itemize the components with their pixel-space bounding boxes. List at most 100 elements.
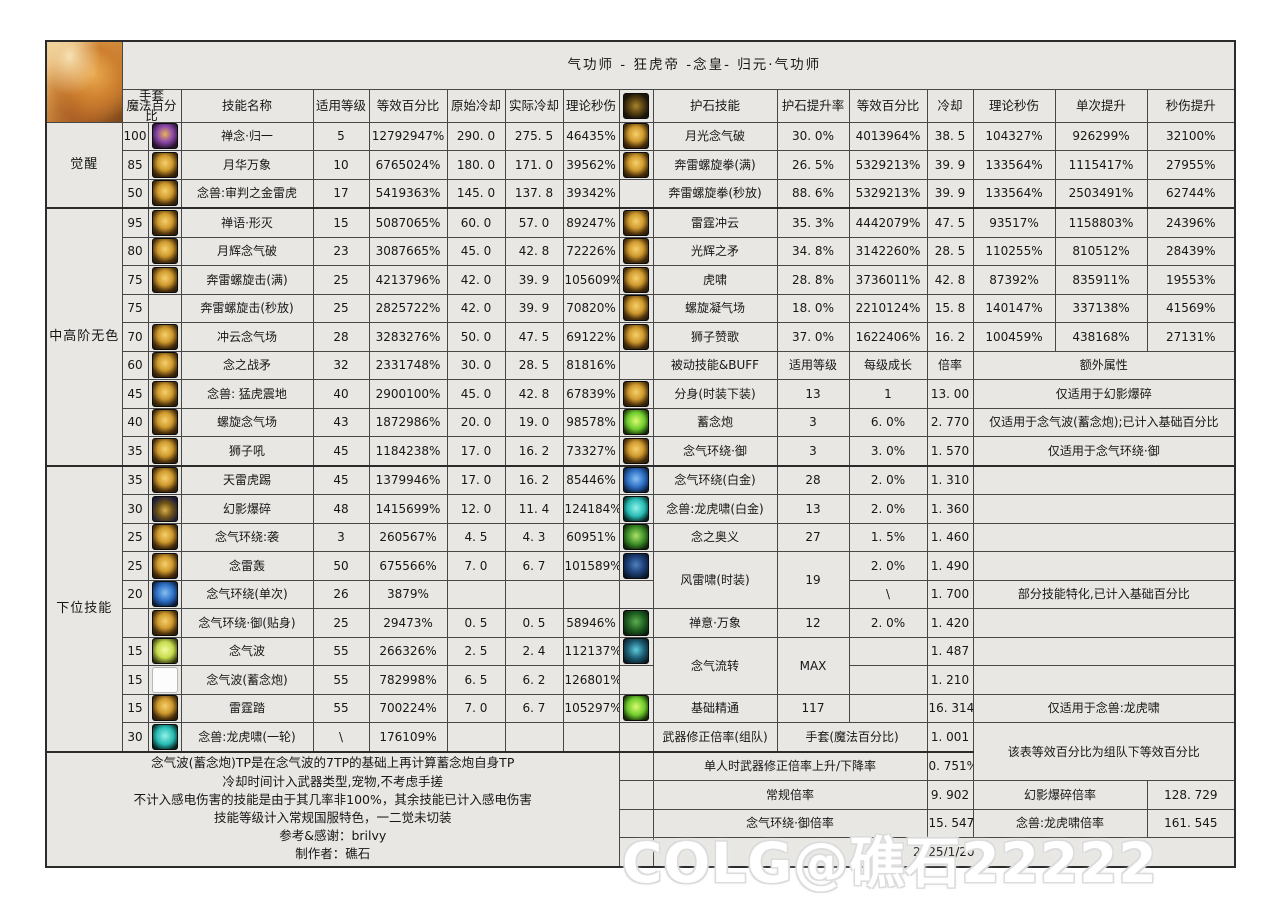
orig-cooldown: 12. 0 xyxy=(446,494,506,524)
theory-dps: 89247% xyxy=(562,207,620,238)
glove-magic-pct: 40 xyxy=(121,407,149,437)
stone-skill-name: 光辉之矛 xyxy=(652,236,778,266)
stone-icon-cell xyxy=(618,436,654,466)
theory-dps: 98578% xyxy=(562,407,620,437)
moon-psi-blast-icon xyxy=(151,238,178,265)
equiv-pct: 1415699% xyxy=(368,494,448,524)
glove-magic-pct: 60 xyxy=(121,350,149,380)
theory-dps: 39342% xyxy=(562,178,620,209)
group-lower-skills: 下位技能 xyxy=(45,464,123,752)
skill-data-sheet: 气功师 - 狂虎帝 -念皇- 归元·气功师 手套 魔法百分比 技能名称 适用等级 等效百… xyxy=(45,40,1237,868)
theory-dps: 112137% xyxy=(562,636,620,666)
skill-name: 冲云念气场 xyxy=(180,322,314,352)
glove-magic-pct: 35 xyxy=(121,464,149,495)
skill-name: 天雷虎踢 xyxy=(180,464,314,495)
orig-cooldown: 45. 0 xyxy=(446,236,506,266)
skill-name: 雷霆踏 xyxy=(180,693,314,723)
class-portrait xyxy=(45,40,123,123)
stone-boost-rate: 13 xyxy=(776,494,850,524)
glove-magic-pct: 75 xyxy=(121,293,149,323)
apply-level: 45 xyxy=(312,436,370,466)
orig-cooldown: 290. 0 xyxy=(446,121,506,151)
actual-cooldown: 4. 3 xyxy=(504,522,564,552)
theory-dps: 85446% xyxy=(562,464,620,495)
glove-magic-pct: 20 xyxy=(121,579,149,609)
spiral-psi-field-icon xyxy=(151,409,178,436)
clone-avatar-icon xyxy=(623,380,649,407)
sky-thunder-tiger-kick-icon xyxy=(151,467,178,494)
stone-cooldown: 1. 420 xyxy=(926,608,974,638)
actual-cooldown: 57. 0 xyxy=(504,207,564,238)
stone-equiv-pct: 2. 0% xyxy=(848,464,928,495)
stone-cooldown: 1. 210 xyxy=(926,665,974,695)
glove-magic-pct: 25 xyxy=(121,551,149,581)
dragon-tiger-platinum-icon xyxy=(623,495,649,522)
passive-header-name: 被动技能&BUFF xyxy=(652,350,778,380)
apply-level: 55 xyxy=(312,665,370,695)
stone-skill-name: 狮子赞歌 xyxy=(652,322,778,352)
orig-cooldown: 7. 0 xyxy=(446,551,506,581)
stone-theory-dps: 93517% xyxy=(972,207,1056,238)
skill-icon-cell xyxy=(147,322,182,352)
orig-cooldown: 42. 0 xyxy=(446,293,506,323)
stone-equiv-pct: 4013964% xyxy=(848,121,928,151)
skill-icon-cell xyxy=(147,579,182,609)
skill-icon-cell xyxy=(147,636,182,666)
stone-theory-dps: 110255% xyxy=(972,236,1056,266)
stone-skill-name: 念兽:龙虎啸(白金) xyxy=(652,494,778,524)
psi-flow-icon xyxy=(623,638,649,665)
psi-surround-guard-close-icon xyxy=(151,609,178,636)
party-equiv-note: 该表等效百分比为组队下等效百分比 xyxy=(972,722,1236,781)
group-awakening: 觉醒 xyxy=(45,121,123,209)
actual-cooldown: 6. 7 xyxy=(504,551,564,581)
actual-cooldown: 39. 9 xyxy=(504,293,564,323)
stone-equiv-pct: 3142260% xyxy=(848,236,928,266)
blank-white-icon xyxy=(151,666,178,693)
apply-level: 10 xyxy=(312,150,370,180)
tiger-howl-icon xyxy=(623,266,649,293)
actual-cooldown: 42. 8 xyxy=(504,236,564,266)
group-mid-high-clear-cube: 中高阶无色 xyxy=(45,207,123,466)
actual-cooldown: 11. 4 xyxy=(504,494,564,524)
stone-icon-cell xyxy=(618,780,654,810)
moon-myriad-icon xyxy=(151,151,178,178)
stone-icon-cell xyxy=(618,293,654,323)
footer-notes: 念气波(蓄念炮)TP是在念气波的7TP的基础上再计算蓄念炮自身TP 冷却时间计入武… xyxy=(45,750,620,867)
orig-cooldown: 17. 0 xyxy=(446,464,506,495)
orig-cooldown xyxy=(446,579,506,609)
passive-header-level: 适用等级 xyxy=(776,350,850,380)
equiv-pct: 782998% xyxy=(368,665,448,695)
orig-cooldown: 180. 0 xyxy=(446,150,506,180)
apply-level: 25 xyxy=(312,293,370,323)
skill-name: 念雷轰 xyxy=(180,551,314,581)
zen-myriad-icon xyxy=(623,609,649,636)
stone-equiv-pct: \ xyxy=(848,579,928,609)
stone-skill-name: 雷霆冲云 xyxy=(652,207,778,238)
skill-name: 念气环绕:袭 xyxy=(180,522,314,552)
fierce-tiger-quake-icon xyxy=(151,380,178,407)
apply-level: 50 xyxy=(312,551,370,581)
spiral-condense-field-icon xyxy=(623,295,649,322)
single-boost: 926299% xyxy=(1054,121,1148,151)
theory-dps: 126801% xyxy=(562,665,620,695)
col-header-single-boost: 单次提升 xyxy=(1054,88,1148,123)
thunder-cloud-icon xyxy=(623,210,649,236)
single-boost: 1158803% xyxy=(1054,207,1148,238)
orig-cooldown: 50. 0 xyxy=(446,322,506,352)
apply-level: 26 xyxy=(312,579,370,609)
actual-cooldown: 275. 5 xyxy=(504,121,564,151)
skill-icon-cell xyxy=(147,665,182,695)
date: 2025/1/20 xyxy=(652,837,1236,867)
cloud-psi-field-icon xyxy=(151,323,178,350)
stone-skill-name: 奔雷螺旋拳(秒放) xyxy=(652,178,778,209)
stone-skill-name: 风雷啸(时装) xyxy=(652,551,778,609)
glove-magic-pct: 30 xyxy=(121,494,149,524)
equiv-pct: 5419363% xyxy=(368,178,448,209)
normal-multiplier-label: 常规倍率 xyxy=(652,780,928,810)
skill-name: 月华万象 xyxy=(180,150,314,180)
stone-icon-cell xyxy=(618,178,654,209)
theory-dps: 105297% xyxy=(562,693,620,723)
skill-name: 念气波(蓄念炮) xyxy=(180,665,314,695)
skill-name: 禅念·归一 xyxy=(180,121,314,151)
extra-attr-note: 仅适用于念气环绕·御 xyxy=(972,436,1236,466)
